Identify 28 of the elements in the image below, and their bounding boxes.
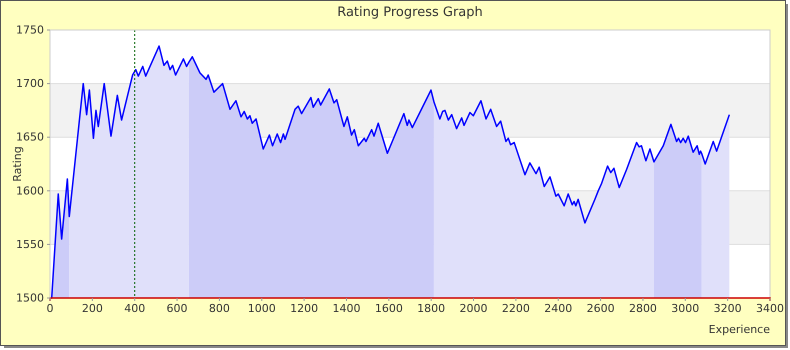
x-tick-label: 2000 [460, 302, 488, 315]
x-tick-label: 1800 [417, 302, 446, 315]
line-series [49, 45, 730, 299]
y-tick-label: 1750 [16, 24, 44, 37]
x-tick-label: 3400 [756, 302, 784, 315]
x-tick-label: 0 [46, 302, 54, 315]
x-tick-label: 1000 [248, 302, 276, 315]
x-tick-label: 600 [166, 302, 188, 315]
y-tick-label: 1500 [16, 292, 44, 305]
chart-title: Rating Progress Graph [337, 5, 483, 20]
y-axis-title: Rating [11, 146, 24, 182]
x-tick-label: 1200 [290, 302, 318, 315]
x-tick-label: 400 [124, 302, 146, 315]
y-tick-label: 1550 [16, 238, 44, 251]
x-tick-label: 2400 [544, 302, 572, 315]
y-tick-label: 1650 [16, 130, 44, 144]
x-axis-title: Experience [708, 323, 770, 336]
x-tick-label: 1600 [374, 302, 403, 315]
x-tick-label: 1400 [332, 302, 360, 315]
x-tick-label: 2600 [586, 302, 615, 315]
x-tick-label: 200 [82, 302, 103, 315]
x-tick-label: 3200 [714, 302, 742, 315]
y-tick-label: 1700 [16, 77, 44, 90]
x-tick-label: 2800 [628, 302, 657, 315]
x-tick-label: 800 [208, 302, 230, 315]
y-tick-label: 1600 [16, 184, 44, 198]
x-tick-label: 2200 [502, 302, 530, 315]
x-tick-label: 3000 [671, 302, 700, 315]
